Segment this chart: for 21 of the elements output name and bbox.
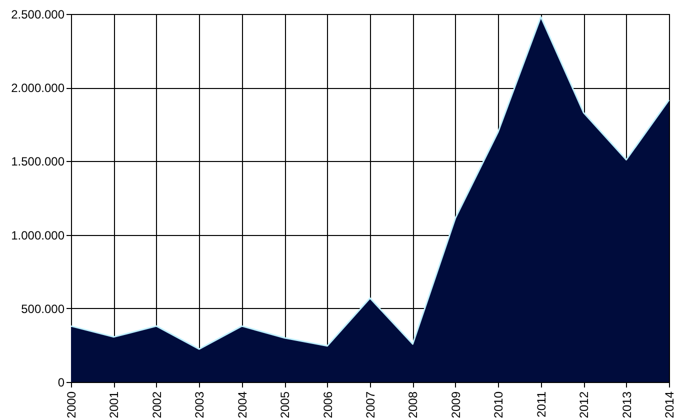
x-tick-label: 2005 — [278, 391, 292, 418]
x-tick-label: 2002 — [150, 391, 164, 418]
x-tick-label: 2006 — [320, 391, 335, 418]
y-tick-label: 2.500.000 — [11, 8, 65, 22]
x-tick-label: 2004 — [235, 391, 250, 418]
x-tick-label: 2000 — [64, 391, 78, 418]
x-tick-label: 2012 — [577, 391, 592, 418]
x-tick-label: 2013 — [620, 391, 634, 418]
x-tick-label: 2014 — [662, 391, 676, 418]
x-tick-label: 2001 — [107, 391, 122, 418]
x-tick-label: 2009 — [448, 391, 463, 418]
x-tick-label: 2011 — [534, 391, 548, 418]
x-tick-label: 2008 — [406, 391, 420, 418]
x-tick-label: 2007 — [364, 391, 378, 418]
y-tick-label: 1.000.000 — [11, 228, 65, 242]
y-tick-label: 2.000.000 — [11, 81, 65, 96]
y-tick-label: 500.000 — [21, 302, 65, 316]
x-tick-label: 2010 — [492, 391, 506, 418]
y-tick-label: 1.500.000 — [11, 154, 65, 169]
y-tick-label: 0 — [58, 376, 65, 390]
x-tick-label: 2003 — [192, 391, 207, 418]
